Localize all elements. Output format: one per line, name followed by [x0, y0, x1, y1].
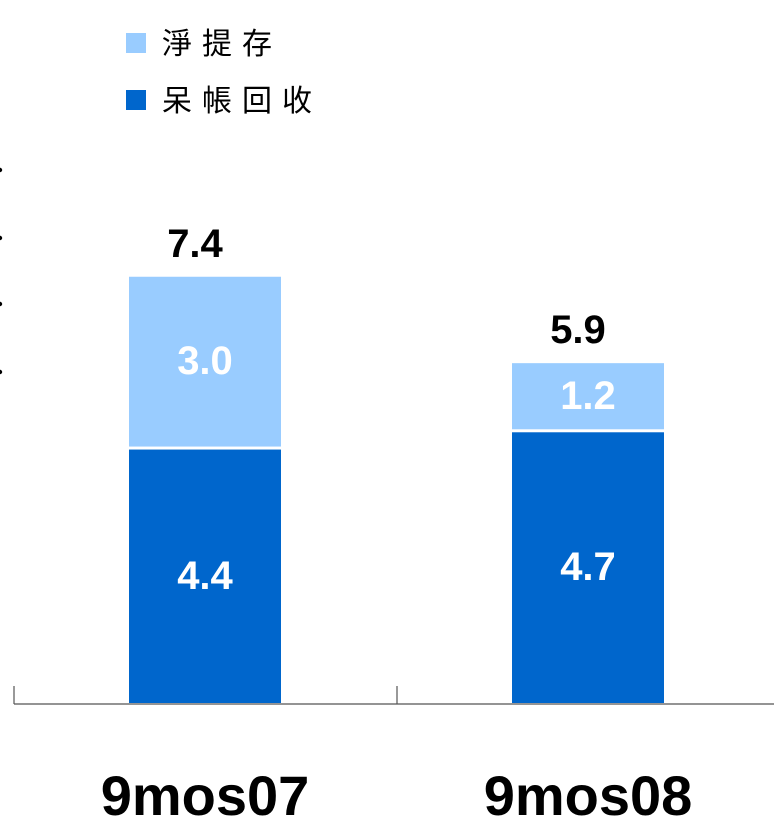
data-label-9mos07-series-2: 3.0	[177, 339, 233, 383]
legend-label-1: 淨提存	[162, 27, 282, 62]
bar-9mos08-series-1	[512, 432, 664, 703]
data-label-9mos08-series-2: 1.2	[560, 374, 616, 418]
category-label-9mos07: 9mos07	[101, 764, 310, 817]
bars	[129, 276, 664, 703]
total-label-9mos07: 7.4	[167, 222, 223, 266]
y-tick-mark-4	[0, 369, 3, 375]
y-axis-ticks	[0, 167, 3, 375]
x-axis	[13, 686, 774, 705]
data-label-9mos07-series-1: 4.4	[177, 554, 233, 598]
y-tick-mark-2	[0, 235, 3, 241]
legend-swatch-2	[126, 90, 146, 110]
labels: 4.4 3.0 7.4 9mos07 4.7 1.2 5.9 9mos08	[101, 222, 693, 817]
y-tick-mark-3	[0, 301, 3, 307]
legend-label-2: 呆帳回收	[162, 84, 322, 119]
y-tick-mark-1	[0, 167, 3, 173]
bar-9mos08-series-2	[512, 363, 664, 430]
total-label-9mos08: 5.9	[550, 308, 606, 352]
category-label-9mos08: 9mos08	[484, 764, 693, 817]
data-label-9mos08-series-1: 4.7	[560, 545, 616, 589]
bar-9mos07-series-2	[129, 276, 281, 447]
legend-swatch-1	[126, 33, 146, 53]
bar-9mos07-series-1	[129, 449, 281, 703]
